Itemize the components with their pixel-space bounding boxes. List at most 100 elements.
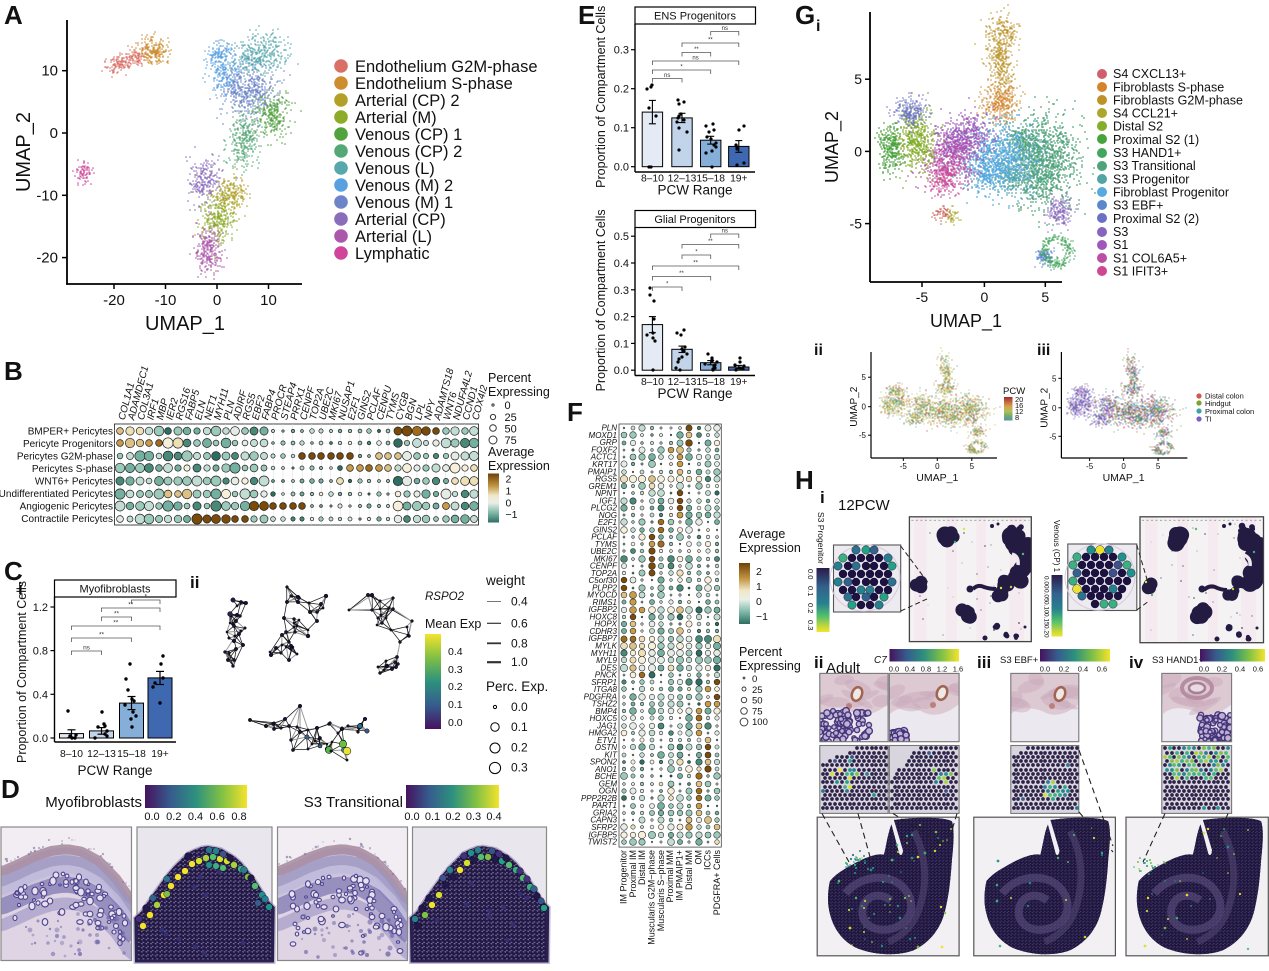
- svg-text:S3 Transitional: S3 Transitional: [304, 794, 403, 811]
- svg-text:ns: ns: [722, 229, 728, 235]
- svg-text:**: **: [693, 261, 698, 267]
- svg-text:0.0: 0.0: [144, 811, 159, 823]
- svg-text:0.4: 0.4: [1235, 665, 1245, 674]
- svg-text:Endothelium S-phase: Endothelium S-phase: [355, 75, 513, 93]
- svg-text:-5: -5: [859, 431, 867, 440]
- svg-text:Fibroblast Progenitor: Fibroblast Progenitor: [1113, 186, 1229, 200]
- svg-text:0.2: 0.2: [1217, 665, 1227, 674]
- svg-text:PCW Range: PCW Range: [657, 386, 732, 401]
- svg-text:i: i: [820, 488, 825, 507]
- svg-text:2: 2: [506, 473, 512, 485]
- svg-text:Distal S2: Distal S2: [1113, 120, 1163, 134]
- svg-text:S3 EBF+: S3 EBF+: [1000, 655, 1039, 666]
- svg-text:0.4: 0.4: [188, 811, 203, 823]
- svg-text:1.2: 1.2: [937, 665, 947, 674]
- svg-text:0: 0: [862, 403, 867, 412]
- svg-text:0.0: 0.0: [448, 717, 463, 729]
- svg-text:75: 75: [752, 706, 763, 717]
- svg-text:**: **: [114, 611, 120, 618]
- svg-text:0.6: 0.6: [1097, 665, 1107, 674]
- svg-text:ns: ns: [83, 645, 91, 652]
- svg-text:S3: S3: [1113, 225, 1128, 239]
- svg-text:0: 0: [213, 292, 221, 309]
- svg-text:0.2: 0.2: [511, 741, 528, 755]
- svg-text:0: 0: [506, 497, 512, 509]
- svg-text:0: 0: [505, 400, 511, 412]
- svg-text:1.6: 1.6: [953, 665, 963, 674]
- svg-text:WNT6+ Pericytes: WNT6+ Pericytes: [35, 477, 113, 488]
- svg-text:−1: −1: [506, 509, 518, 521]
- svg-text:S3 Progenitor: S3 Progenitor: [1113, 172, 1189, 186]
- svg-text:15–18: 15–18: [117, 749, 146, 760]
- svg-text:iii: iii: [977, 653, 991, 672]
- svg-text:**: **: [694, 47, 699, 53]
- svg-text:0.4: 0.4: [511, 594, 528, 608]
- svg-text:Myofibroblasts: Myofibroblasts: [80, 584, 151, 596]
- svg-text:Percent: Percent: [488, 371, 532, 385]
- svg-text:0.0: 0.0: [511, 700, 528, 714]
- svg-text:0.0: 0.0: [404, 811, 419, 823]
- svg-text:-10: -10: [36, 187, 58, 204]
- svg-text:RSPO2: RSPO2: [425, 591, 465, 603]
- svg-text:Arterial (L): Arterial (L): [355, 228, 432, 246]
- svg-text:S4 CXCL13+: S4 CXCL13+: [1113, 67, 1186, 81]
- svg-text:C7: C7: [874, 655, 887, 666]
- svg-text:2: 2: [756, 566, 762, 578]
- svg-text:0: 0: [752, 674, 757, 685]
- svg-text:**: **: [708, 38, 713, 44]
- svg-text:0.6: 0.6: [210, 811, 225, 823]
- svg-text:Pericyte Progenitors: Pericyte Progenitors: [23, 439, 113, 450]
- svg-text:UMAP_1: UMAP_1: [1103, 472, 1145, 484]
- svg-text:Glial Progenitors: Glial Progenitors: [654, 214, 736, 226]
- svg-text:0.4: 0.4: [905, 665, 915, 674]
- svg-text:0.1: 0.1: [614, 338, 629, 350]
- svg-text:UMAP_1: UMAP_1: [145, 313, 225, 335]
- svg-text:Proximal S2 (1): Proximal S2 (1): [1113, 133, 1199, 147]
- svg-text:0.20: 0.20: [1043, 625, 1050, 638]
- svg-text:Venous (CP) 1: Venous (CP) 1: [1052, 520, 1061, 573]
- svg-text:0: 0: [1052, 404, 1057, 413]
- svg-text:0: 0: [756, 596, 762, 608]
- svg-text:i: i: [816, 18, 820, 35]
- svg-text:Proximal S2 (2): Proximal S2 (2): [1113, 212, 1199, 226]
- svg-text:**: **: [679, 271, 684, 277]
- svg-text:-10: -10: [155, 292, 177, 309]
- svg-text:8: 8: [1015, 413, 1019, 422]
- svg-text:5: 5: [1052, 374, 1057, 383]
- svg-text:S3 EBF+: S3 EBF+: [1113, 199, 1163, 213]
- svg-text:Proportion of Compartment Cell: Proportion of Compartment Cells: [15, 581, 29, 763]
- svg-text:**: **: [99, 632, 105, 639]
- svg-text:ns: ns: [692, 56, 698, 62]
- svg-text:Myofibroblasts: Myofibroblasts: [45, 794, 142, 811]
- svg-text:1: 1: [506, 486, 512, 498]
- svg-text:0.2: 0.2: [806, 603, 815, 613]
- svg-text:Lymphatic: Lymphatic: [355, 245, 430, 263]
- svg-text:0: 0: [935, 462, 940, 471]
- svg-text:0.1: 0.1: [511, 720, 528, 734]
- svg-text:S1 IFIT3+: S1 IFIT3+: [1113, 265, 1168, 279]
- svg-text:0.3: 0.3: [614, 285, 629, 297]
- svg-text:5: 5: [1156, 462, 1161, 471]
- svg-text:0.6: 0.6: [1253, 665, 1263, 674]
- svg-text:Expressing: Expressing: [488, 385, 550, 399]
- svg-text:12PCW: 12PCW: [838, 497, 891, 514]
- svg-text:Mean Exp: Mean Exp: [425, 617, 481, 631]
- svg-text:Venous (M) 1: Venous (M) 1: [355, 194, 453, 212]
- svg-text:S1 COL6A5+: S1 COL6A5+: [1113, 251, 1187, 265]
- svg-text:Contractile Pericytes: Contractile Pericytes: [21, 514, 113, 525]
- svg-text:Expression: Expression: [739, 541, 801, 555]
- svg-text:-20: -20: [36, 250, 58, 267]
- svg-text:0.2: 0.2: [448, 681, 463, 693]
- svg-text:ns: ns: [722, 26, 728, 32]
- svg-text:-5: -5: [850, 216, 863, 232]
- svg-text:19+: 19+: [730, 377, 747, 388]
- svg-text:PCW Range: PCW Range: [657, 183, 732, 198]
- svg-text:8–10: 8–10: [60, 749, 83, 760]
- svg-text:Venous (L): Venous (L): [355, 160, 435, 178]
- svg-text:Proximal colon: Proximal colon: [1205, 407, 1254, 416]
- svg-text:Proportion of Compartment Cell: Proportion of Compartment Cells: [594, 209, 608, 391]
- svg-text:0: 0: [854, 143, 862, 159]
- svg-text:0.1: 0.1: [614, 123, 629, 135]
- svg-text:TWIST2: TWIST2: [588, 838, 618, 847]
- svg-text:10: 10: [260, 292, 277, 309]
